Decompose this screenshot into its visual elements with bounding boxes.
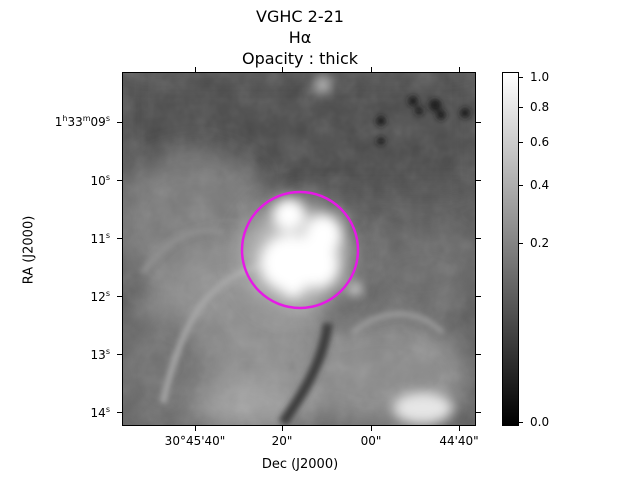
ytick-label: 12s <box>90 289 110 305</box>
axis-tick <box>519 422 523 423</box>
axis-tick <box>371 426 372 431</box>
colorbar-tick-label: 0.8 <box>530 100 550 114</box>
ytick-label: 11s <box>90 231 110 247</box>
ytick-label: 1h33m09s <box>54 114 110 130</box>
axis-tick <box>117 296 122 297</box>
xtick-label: 30°45'40" <box>164 434 226 448</box>
axis-tick <box>371 67 372 72</box>
axis-tick <box>476 354 481 355</box>
axis-tick <box>195 426 196 431</box>
colorbar-tick-label: 0.4 <box>530 178 550 192</box>
dark-patches <box>376 96 470 145</box>
ytick-label: 14s <box>90 405 110 421</box>
xtick-label: 20" <box>271 434 293 448</box>
y-axis-label: RA (J2000) <box>21 215 37 285</box>
axis-tick <box>476 122 481 123</box>
axis-tick <box>459 67 460 72</box>
chart-title-line-1: VGHC 2-21 <box>256 7 344 26</box>
axis-tick <box>117 412 122 413</box>
axis-tick <box>519 77 523 78</box>
axis-tick <box>476 412 481 413</box>
axis-tick <box>117 354 122 355</box>
axis-tick <box>476 238 481 239</box>
axis-tick <box>519 142 523 143</box>
colorbar <box>502 72 519 426</box>
axis-tick <box>282 67 283 72</box>
axis-tick <box>195 67 196 72</box>
axis-tick <box>476 296 481 297</box>
axis-tick <box>117 238 122 239</box>
chart-title-line-3: Opacity : thick <box>241 49 359 68</box>
axis-tick <box>459 426 460 431</box>
axis-tick <box>282 426 283 431</box>
axis-tick <box>476 180 481 181</box>
colorbar-tick-label: 0.2 <box>530 236 550 250</box>
axis-tick <box>117 180 122 181</box>
ytick-label: 10s <box>90 173 110 189</box>
bright-knots <box>315 77 453 424</box>
axis-tick <box>519 107 523 108</box>
colorbar-tick-label: 0.0 <box>530 415 550 429</box>
image-plot-area <box>122 72 476 426</box>
x-axis-label: Dec (J2000) <box>261 457 339 472</box>
colorbar-tick-label: 1.0 <box>530 70 550 84</box>
axis-tick <box>519 185 523 186</box>
xtick-label: 44'40" <box>439 434 479 448</box>
h-alpha-image <box>123 73 475 425</box>
axis-tick <box>519 243 523 244</box>
aperture-circle <box>240 190 360 310</box>
ytick-label: 13s <box>90 347 110 363</box>
colorbar-tick-label: 0.6 <box>530 135 550 149</box>
central-source <box>247 199 351 305</box>
xtick-label: 00" <box>360 434 382 448</box>
chart-title-line-2: Hα <box>288 28 312 47</box>
axis-tick <box>117 122 122 123</box>
